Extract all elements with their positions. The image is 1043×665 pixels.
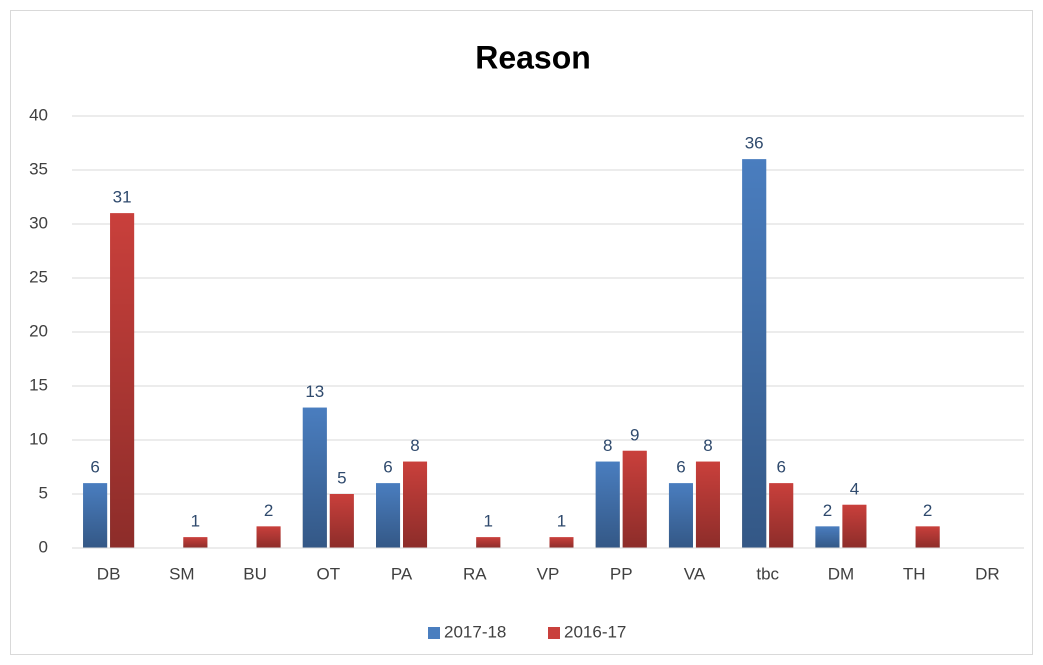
data-label: 36	[745, 134, 764, 153]
bar	[183, 537, 208, 548]
data-label: 5	[337, 468, 346, 487]
data-label: 2	[823, 501, 832, 520]
bar	[742, 159, 767, 548]
x-tick-label: PP	[610, 564, 633, 583]
bar	[376, 483, 401, 548]
data-label: 4	[850, 479, 859, 498]
data-label: 8	[603, 436, 612, 455]
data-label: 1	[557, 512, 566, 531]
data-label: 9	[630, 425, 639, 444]
data-label: 8	[410, 436, 419, 455]
y-tick-label: 10	[29, 429, 48, 448]
x-tick-label: DB	[97, 564, 121, 583]
bar	[769, 483, 794, 548]
data-label: 8	[703, 436, 712, 455]
x-tick-label: VP	[537, 564, 560, 583]
bar	[695, 461, 720, 548]
bar	[302, 407, 327, 548]
y-tick-label: 30	[29, 213, 48, 232]
x-tick-label: RA	[463, 564, 487, 583]
bar	[842, 504, 867, 548]
y-tick-label: 5	[39, 483, 48, 502]
x-tick-label: DR	[975, 564, 1000, 583]
x-tick-label: BU	[243, 564, 267, 583]
legend-label: 2016-17	[564, 622, 626, 641]
data-label: 1	[191, 512, 200, 531]
bar	[329, 494, 354, 548]
x-tick-label: TH	[903, 564, 926, 583]
bar	[256, 526, 281, 548]
legend-swatch	[548, 627, 560, 639]
bar	[815, 526, 840, 548]
y-tick-label: 15	[29, 375, 48, 394]
bar	[110, 213, 135, 548]
bar	[476, 537, 501, 548]
data-label: 2	[264, 501, 273, 520]
x-tick-label: tbc	[756, 564, 779, 583]
x-tick-label: OT	[317, 564, 341, 583]
y-tick-label: 35	[29, 159, 48, 178]
data-label: 6	[90, 458, 99, 477]
data-label: 31	[113, 188, 132, 207]
data-label: 6	[383, 458, 392, 477]
y-tick-label: 0	[39, 537, 48, 556]
bar	[83, 483, 108, 548]
chart-title: Reason	[475, 39, 591, 75]
x-tick-label: DM	[828, 564, 854, 583]
legend-label: 2017-18	[444, 622, 506, 641]
y-tick-label: 40	[29, 105, 48, 124]
data-label: 1	[484, 512, 493, 531]
legend-swatch	[428, 627, 440, 639]
bar	[915, 526, 940, 548]
y-tick-label: 25	[29, 267, 48, 286]
bar	[595, 461, 620, 548]
x-tick-label: SM	[169, 564, 195, 583]
data-label: 6	[776, 458, 785, 477]
bar	[403, 461, 428, 548]
bar	[668, 483, 693, 548]
x-tick-label: PA	[391, 564, 413, 583]
data-label: 6	[676, 458, 685, 477]
bar	[549, 537, 574, 548]
y-tick-label: 20	[29, 321, 48, 340]
data-label: 2	[923, 501, 932, 520]
bar	[622, 450, 647, 548]
data-label: 13	[305, 382, 324, 401]
x-tick-label: VA	[684, 564, 706, 583]
